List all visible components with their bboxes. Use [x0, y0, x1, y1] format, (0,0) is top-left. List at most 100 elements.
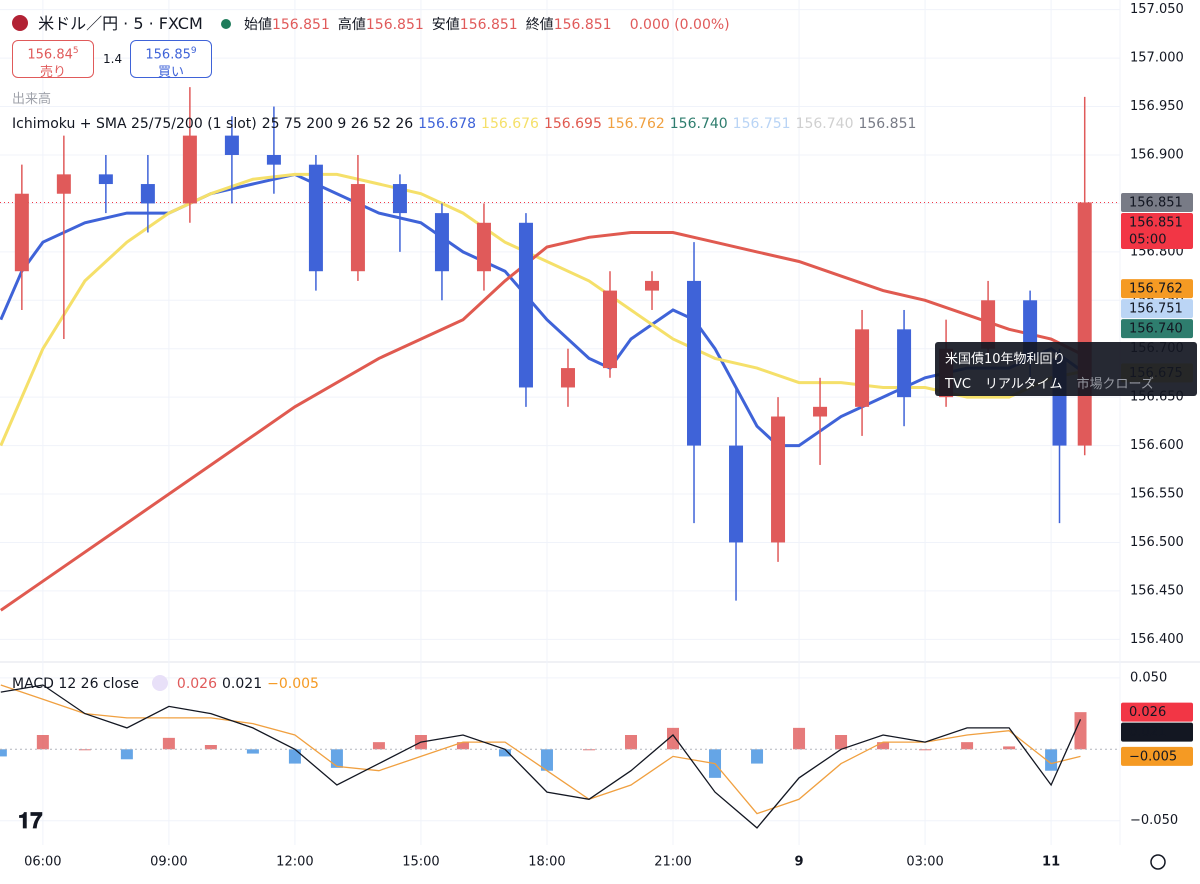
ohlc-value: 156.851: [365, 17, 424, 33]
histogram-bar: [0, 749, 7, 757]
candle-body: [350, 184, 365, 272]
histogram-bar: [751, 749, 764, 764]
ohlc-label: 終値: [525, 17, 554, 33]
buy-price-sup: 9: [190, 46, 197, 56]
sma-line: [0, 172, 1081, 447]
sell-price: 156.84: [27, 47, 73, 63]
spread: 1.4: [103, 52, 123, 66]
price-badge: [1121, 192, 1193, 212]
price-badge: [1121, 299, 1193, 319]
price-badge: [1121, 722, 1193, 742]
y-tick-label: −0.050: [1130, 813, 1178, 828]
price-badge-label: 0.026: [1129, 705, 1166, 720]
y-tick-label: 156.500: [1130, 535, 1184, 550]
candle-body: [560, 368, 575, 388]
candle-body: [434, 213, 449, 272]
candle-body: [729, 445, 744, 543]
price-badge-label: 156.851: [1129, 195, 1183, 210]
sell-button[interactable]: 156.845 売り: [12, 40, 94, 80]
change: 0.000 (0.00%): [629, 17, 730, 33]
indicator-value: 156.740: [669, 116, 728, 132]
indicator-value: 156.740: [795, 116, 854, 132]
histogram-bar: [877, 742, 890, 750]
candle-body: [56, 174, 71, 194]
tooltip-item: 市場クローズ: [1076, 377, 1154, 392]
price-badge-label: 156.762: [1129, 282, 1183, 297]
tooltip-item: リアルタイム: [984, 377, 1063, 392]
macd-icon[interactable]: [152, 675, 169, 691]
ohlc-label: 始値: [243, 17, 272, 33]
histogram-bar: [582, 749, 595, 751]
candle-body: [476, 222, 491, 272]
macd-value: 0.021: [222, 676, 263, 692]
histogram-bar: [36, 735, 49, 750]
histogram-bar: [372, 742, 385, 750]
ohlc-value: 156.851: [459, 17, 518, 33]
price-badge: [1121, 212, 1193, 249]
indicator-row: Ichimoku + SMA 25/75/200 (1 slot) 25 75 2…: [12, 116, 926, 132]
indicator-value: 156.851: [858, 116, 917, 132]
x-tick-label: 09:00: [150, 855, 187, 870]
price-badge: [1121, 746, 1193, 766]
x-tick-label: 9: [795, 855, 804, 870]
ohlc: 始値156.851 高値156.851 安値156.851 終値156.851: [244, 17, 620, 33]
x-tick-label: 03:00: [906, 855, 943, 870]
price-badge: [1121, 279, 1193, 299]
candle-body: [392, 184, 407, 214]
price-badge-sub: 05:00: [1129, 232, 1166, 247]
macd-value: −0.005: [267, 676, 319, 692]
candle-body: [14, 193, 29, 272]
plot: [0, 87, 1120, 829]
price-badge: [1121, 702, 1193, 722]
y-tick-label: 157.050: [1130, 2, 1184, 17]
candle-body: [182, 135, 197, 204]
indicator-value: 156.695: [543, 116, 602, 132]
y-tick-label: 156.400: [1130, 632, 1184, 647]
macd-values: 0.026 0.021 −0.005: [177, 676, 324, 692]
ohlc-value: 156.851: [553, 17, 612, 33]
histogram-bar: [246, 749, 259, 754]
price-badge-label: 0.021: [1129, 725, 1166, 740]
x-tick-label: 11: [1042, 855, 1060, 870]
flag: [12, 15, 28, 31]
histogram-bar: [330, 749, 343, 768]
ohlc-value: 156.851: [271, 17, 330, 33]
histogram-bar: [120, 749, 133, 760]
buy-label: 買い: [157, 65, 184, 81]
candle-body: [602, 290, 617, 369]
x-tick-label: 06:00: [24, 855, 61, 870]
buy-button[interactable]: 156.859 買い: [130, 40, 212, 80]
macd-row: MACD 12 26 close 0.026 0.021 −0.005: [12, 675, 329, 692]
symbol: 米ドル／円 · 5 · FXCM: [38, 14, 203, 33]
sma-line: [0, 231, 1082, 612]
settings-icon[interactable]: [1150, 854, 1166, 870]
buy-price: 156.85: [145, 47, 191, 63]
tooltip: 米国債10年物利回り TVC リアルタイム 市場クローズ: [935, 342, 1197, 396]
candle-body: [771, 416, 786, 543]
candle-body: [266, 154, 281, 165]
logo: 𝟏𝟕: [18, 809, 43, 834]
indicator-value: 156.762: [606, 116, 665, 132]
candle-body: [645, 280, 660, 291]
candle-body: [897, 329, 912, 398]
status-dot: [220, 19, 231, 29]
candle-body: [98, 174, 113, 185]
histogram-bar: [835, 735, 848, 750]
histogram-bar: [1045, 749, 1058, 771]
histogram-bar: [1074, 712, 1087, 750]
x-tick-label: 21:00: [654, 855, 691, 870]
candle-body: [224, 135, 239, 155]
candle-body: [855, 329, 870, 407]
histogram-bar: [961, 742, 974, 750]
histogram-bar: [78, 749, 91, 751]
indicator-value: 156.678: [418, 116, 477, 132]
y-tick-label: 156.900: [1130, 147, 1184, 162]
y-tick-label: 0.050: [1130, 670, 1167, 685]
y-tick-label: 157.000: [1130, 51, 1184, 66]
symbol-row: 米ドル／円 · 5 · FXCM 始値156.851 高値156.851 安値156…: [12, 10, 735, 34]
indicator-value: 156.676: [481, 116, 539, 132]
candle-body: [687, 280, 702, 446]
y-tick-label: 156.550: [1130, 487, 1184, 502]
